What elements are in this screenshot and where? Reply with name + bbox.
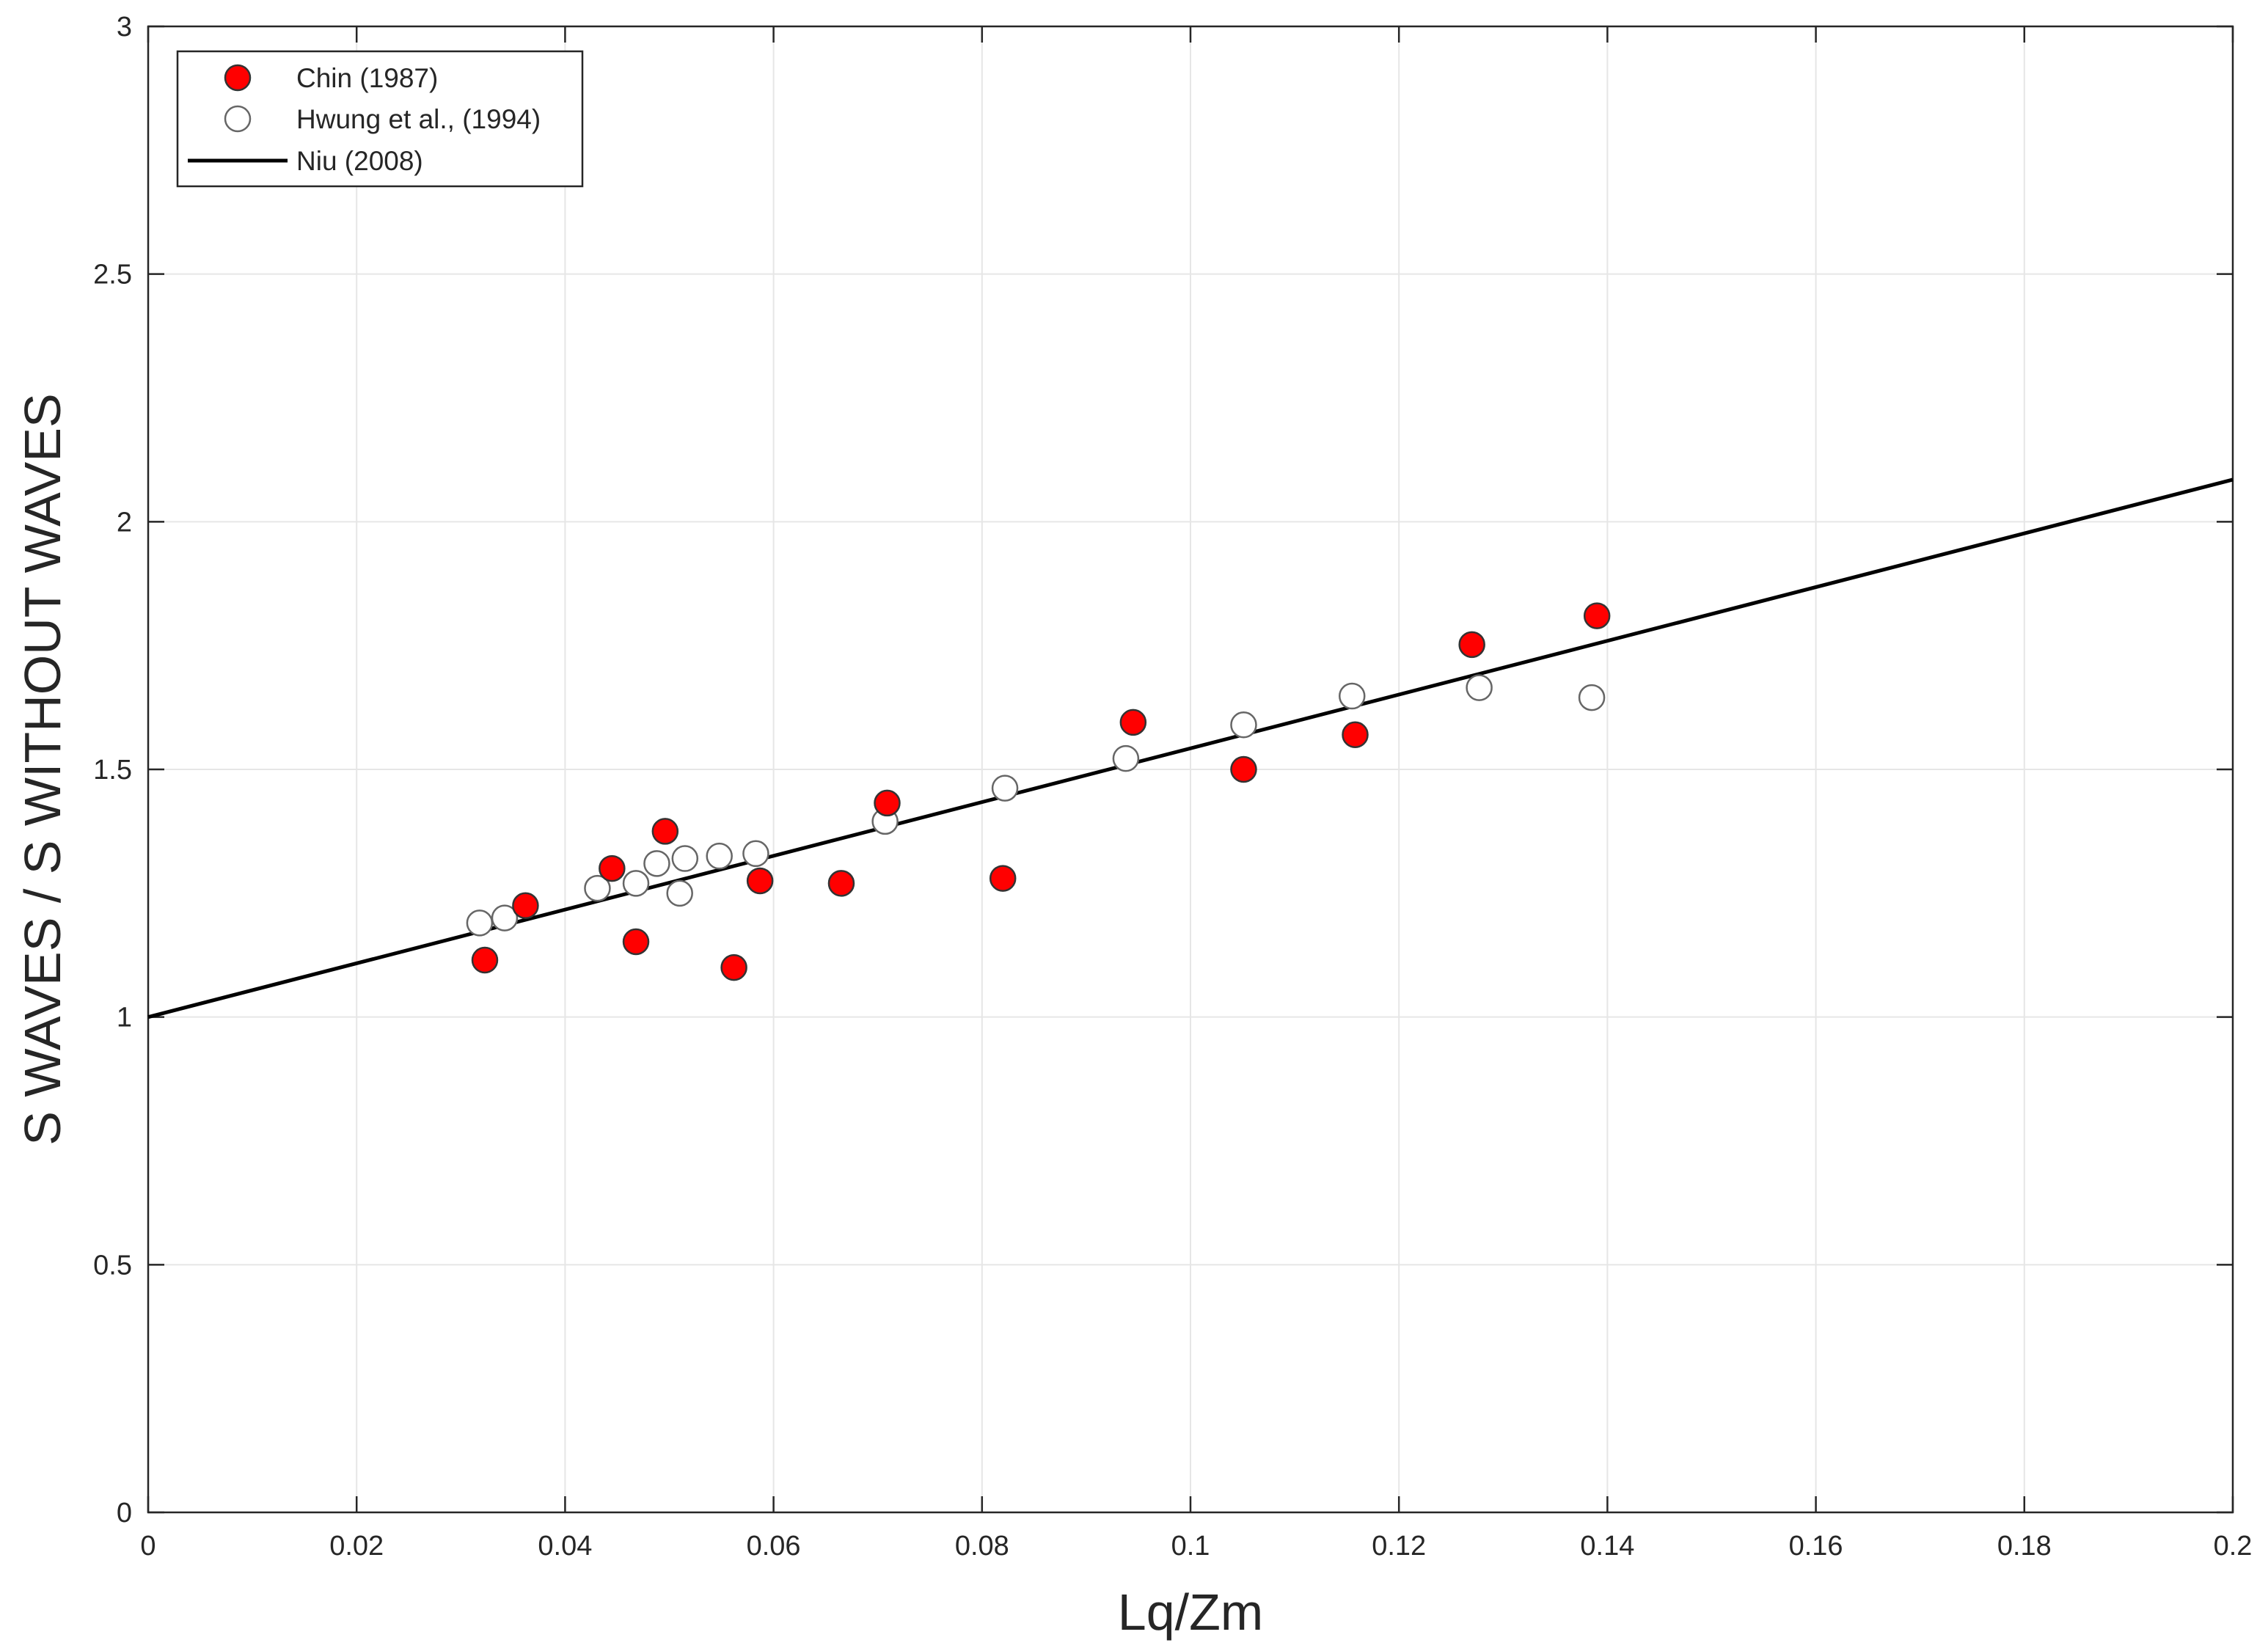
legend-entry-label: Niu (2008)	[296, 146, 423, 176]
x-tick-label: 0.18	[1997, 1531, 2052, 1562]
hwung-1994-point	[622, 870, 650, 897]
chin-1987-point	[1583, 602, 1611, 629]
chin-1987-point	[1119, 709, 1147, 736]
hwung-1994-point	[671, 845, 699, 872]
axis-ticks: 0 0.02 0.04 0.06 0.08 0.1 0.12 0.14 0.16 0.18 0.2 0…	[93, 12, 2252, 1562]
x-tick-label: 0.16	[1789, 1531, 1843, 1562]
chin-1987-point	[622, 928, 650, 956]
x-tick-label: 0.2	[2214, 1531, 2253, 1562]
y-tick-label: 3	[117, 12, 132, 43]
hwung-1994-point	[1112, 744, 1140, 772]
legend-marker-swatch	[224, 64, 252, 92]
hwung-1994-point	[991, 775, 1019, 802]
hwung-1994-point	[491, 904, 519, 931]
hwung-1994-point	[643, 850, 670, 877]
hwung-1994-point	[1466, 674, 1493, 701]
chin-1987-point	[746, 867, 774, 895]
chin-1987-point	[1230, 755, 1257, 783]
chin-1987-point	[599, 854, 626, 882]
y-tick-label: 0	[117, 1498, 132, 1529]
hwung-1994-point	[706, 842, 733, 870]
chin-1987-point	[471, 946, 499, 974]
y-tick-label: 2.5	[93, 260, 132, 290]
x-tick-label: 0.04	[538, 1531, 592, 1562]
y-tick-label: 2	[117, 507, 132, 538]
y-tick-label: 1.5	[93, 755, 132, 786]
y-tick-label: 0.5	[93, 1250, 132, 1281]
chin-1987-point	[720, 953, 747, 981]
x-tick-label: 0.1	[1171, 1531, 1210, 1562]
legend: Chin (1987) Hwung et al., (1994) Niu (2008…	[176, 50, 584, 188]
x-tick-label: 0.02	[329, 1531, 384, 1562]
x-axis-label: Lq/Zm	[1118, 1584, 1263, 1641]
x-tick-label: 0	[140, 1531, 156, 1562]
x-tick-label: 0.14	[1580, 1531, 1634, 1562]
hwung-1994-point	[1339, 682, 1366, 710]
legend-entry-label: Chin (1987)	[296, 63, 438, 93]
x-tick-label: 0.12	[1372, 1531, 1426, 1562]
hwung-1994-point	[742, 840, 769, 868]
chin-1987-point	[989, 865, 1017, 892]
hwung-1994-point	[466, 909, 494, 937]
hwung-1994-point	[1578, 684, 1606, 711]
chin-1987-point	[827, 870, 855, 897]
y-axis-label: S WAVES / S WITHOUT WAVES	[14, 393, 71, 1145]
hwung-1994-point	[1230, 711, 1257, 739]
x-tick-label: 0.08	[955, 1531, 1009, 1562]
chin-1987-point	[1458, 631, 1485, 659]
legend-entry-label: Hwung et al., (1994)	[296, 104, 541, 134]
data-series	[147, 477, 2234, 1019]
chin-1987-point	[512, 892, 539, 919]
chin-1987-point	[651, 818, 679, 845]
chin-1987-point	[874, 789, 901, 817]
x-tick-label: 0.06	[747, 1531, 801, 1562]
hwung-1994-point	[666, 879, 693, 907]
y-tick-label: 1	[117, 1003, 132, 1033]
hwung-1994-point	[584, 874, 611, 902]
chin-1987-point	[1342, 721, 1369, 748]
legend-marker-swatch	[224, 105, 252, 133]
